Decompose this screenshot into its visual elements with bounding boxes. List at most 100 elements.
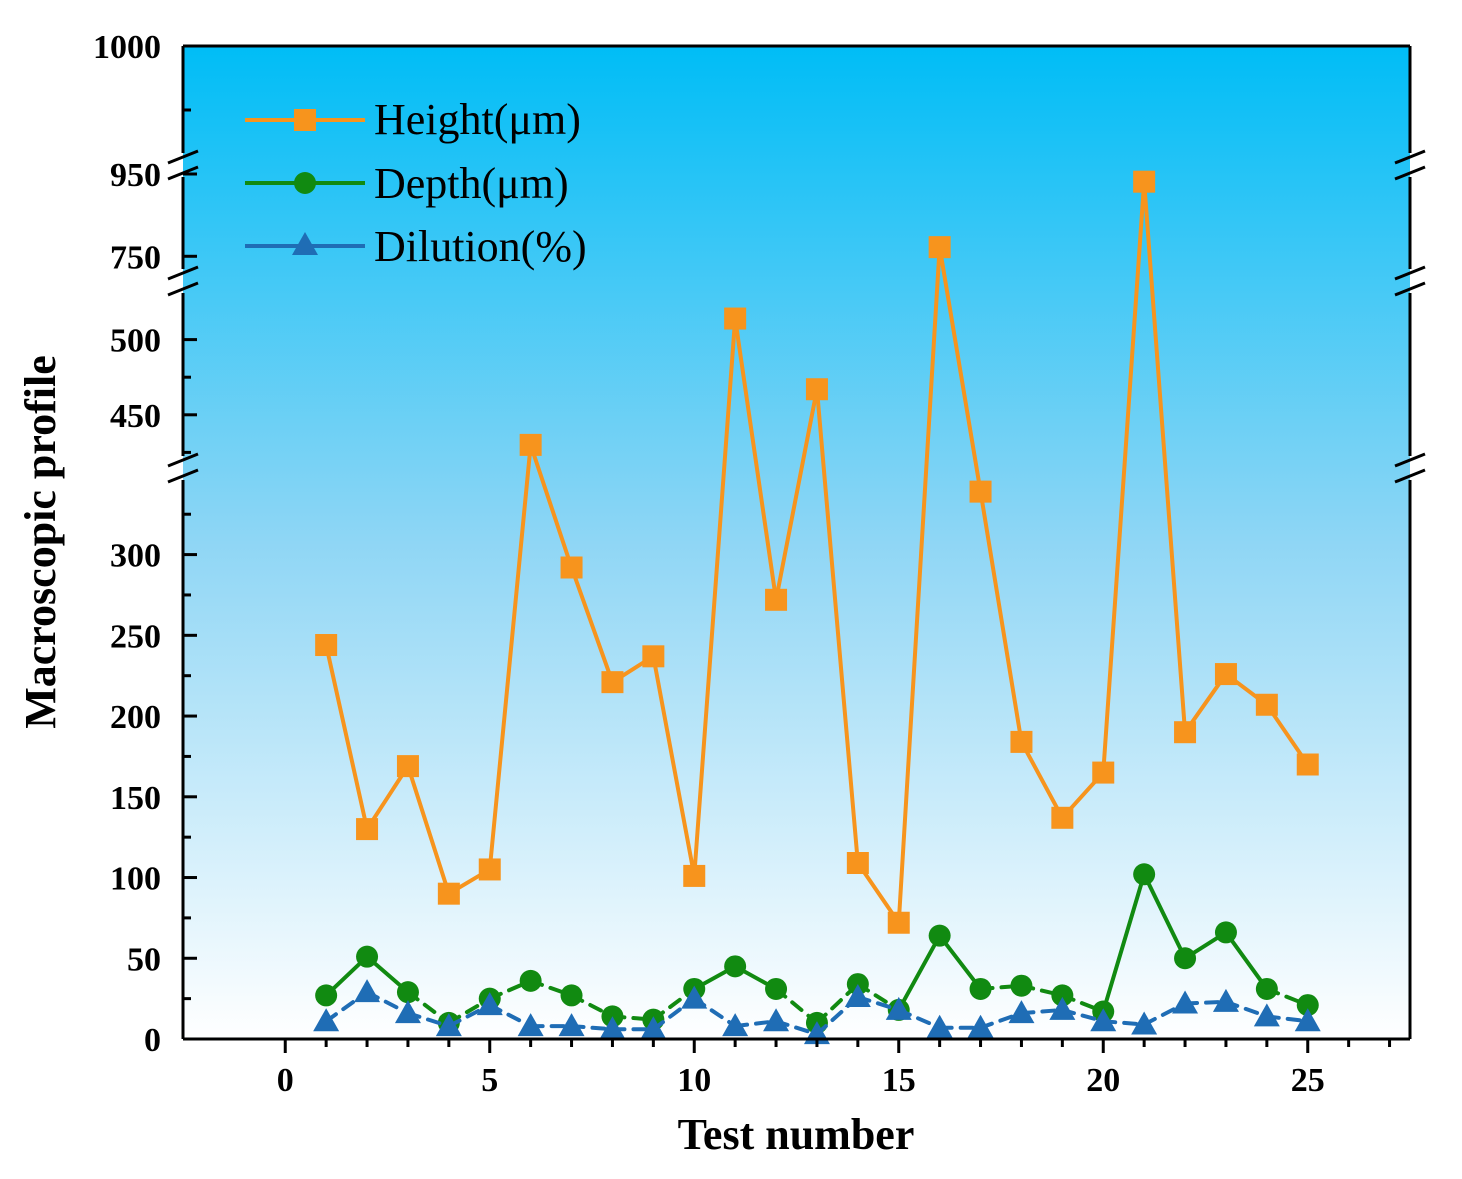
series-depth-point: [765, 977, 788, 1000]
legend-label-height: Height(μm): [374, 95, 581, 144]
legend: Height(μm) Depth(μm) Dilution(%): [245, 95, 587, 271]
y-tick-label: 100: [110, 861, 161, 898]
series-height-segment: [978, 489, 1024, 744]
x-tick-label: 20: [1086, 1062, 1120, 1099]
y-tick-label: 750: [110, 239, 161, 276]
x-axis-title: Test number: [678, 1110, 915, 1159]
series-depth-point: [560, 984, 583, 1007]
y-axis-title: Macroscopic profile: [16, 355, 65, 729]
y-tick-label: 500: [110, 323, 161, 360]
series-height-segment: [896, 245, 942, 925]
series-depth-segment: [896, 933, 942, 1012]
x-tick-label: 25: [1291, 1062, 1325, 1099]
series-height-segment: [937, 245, 983, 494]
series-depth-point: [724, 955, 747, 978]
legend-triangle-marker: [292, 232, 318, 255]
series-depth-point: [928, 924, 951, 947]
y-tick-label: 200: [110, 699, 161, 736]
axis-break-mark: [1394, 468, 1426, 484]
series-dilution-point: [313, 1008, 340, 1032]
series-height-point: [1255, 693, 1278, 716]
plot-background: [183, 46, 1410, 1039]
axis-break-mark: [1394, 265, 1426, 281]
series-dilution-point: [681, 985, 708, 1009]
series-height-point: [642, 645, 665, 668]
series-depth-point: [1255, 977, 1278, 1000]
series-dilution-point: [1172, 990, 1199, 1014]
series-height-segment: [1019, 739, 1065, 820]
legend-item-depth: Depth(μm): [245, 159, 569, 208]
legend-label-dilution: Dilution(%): [374, 222, 587, 271]
axis-break-mark: [167, 468, 199, 484]
series-height-point: [478, 858, 501, 881]
series-height-segment: [814, 387, 860, 865]
series-height-segment: [569, 565, 615, 685]
series-depth-point: [1133, 863, 1156, 886]
series-height-point: [683, 864, 706, 887]
y-tick-label: 50: [127, 941, 161, 978]
x-tick-label: 15: [882, 1062, 916, 1099]
series-height-point: [846, 851, 869, 874]
axis-break-mark: [167, 149, 199, 165]
series-height-point: [724, 307, 747, 330]
series-depth-point: [315, 984, 338, 1007]
series-dilution-point: [885, 996, 912, 1020]
series-dilution-point: [1049, 996, 1076, 1020]
series-depth-segment: [1101, 872, 1147, 1014]
x-tick-label: 5: [481, 1062, 498, 1099]
series-height-point: [437, 882, 460, 905]
series-depth-segment: [1223, 930, 1269, 991]
y-tick-label: 250: [110, 618, 161, 655]
legend-label-depth: Depth(μm): [374, 159, 569, 208]
series-dilution-point: [354, 979, 381, 1003]
x-tick-label: 0: [277, 1062, 294, 1099]
series-height-segment: [1142, 179, 1188, 735]
series-dilution-point: [640, 1016, 667, 1040]
series-dilution-point: [435, 1013, 462, 1037]
series-dilution-segment: [446, 1003, 492, 1029]
y-tick-label: 150: [110, 780, 161, 817]
series-height-point: [1051, 806, 1074, 829]
series-depth-point: [356, 945, 379, 968]
legend-circle-marker: [294, 172, 316, 194]
series-depth-point: [1051, 984, 1074, 1007]
series-dilution-point: [599, 1016, 626, 1040]
series-dilution-point: [763, 1008, 790, 1032]
y-tick-label: 1000: [93, 29, 161, 66]
series-height-point: [1214, 663, 1237, 686]
series-dilution-point: [476, 992, 503, 1016]
y-tick-label: 300: [110, 538, 161, 575]
series-height-point: [805, 378, 828, 401]
series-height-point: [928, 236, 951, 259]
axis-break-mark: [167, 265, 199, 281]
x-tick-label: 10: [677, 1062, 711, 1099]
series-dilution-segment: [1142, 1001, 1188, 1027]
series-dilution-point: [517, 1013, 544, 1037]
series-dilution-point: [1253, 1003, 1280, 1027]
series-dilution-point: [722, 1013, 749, 1037]
series-height-segment: [1101, 179, 1147, 775]
axis-break-mark: [167, 452, 199, 468]
axis-break-mark: [1394, 281, 1426, 297]
series-dilution-segment: [978, 1011, 1024, 1030]
series-dilution-point: [926, 1014, 953, 1038]
y-tick-label: 450: [110, 398, 161, 435]
series-height-segment: [528, 442, 574, 570]
y-tick-label: 0: [144, 1022, 161, 1059]
series-height-point: [765, 588, 788, 611]
series-height-segment: [487, 442, 533, 872]
series-height-point: [601, 671, 624, 694]
series-height-segment: [405, 764, 451, 896]
series-dilution-point: [1008, 1000, 1035, 1024]
series-height-point: [519, 433, 542, 456]
axis-break-mark: [167, 281, 199, 297]
series-dilution-point: [394, 1000, 421, 1024]
y-tick-label: 950: [110, 157, 161, 194]
series-height-segment: [692, 316, 738, 878]
axis-break-mark: [1394, 165, 1426, 181]
series-depth-point: [969, 977, 992, 1000]
series-depth-point: [1010, 974, 1033, 997]
series-height-point: [1296, 753, 1319, 776]
series-dilution-point: [1090, 1008, 1117, 1032]
